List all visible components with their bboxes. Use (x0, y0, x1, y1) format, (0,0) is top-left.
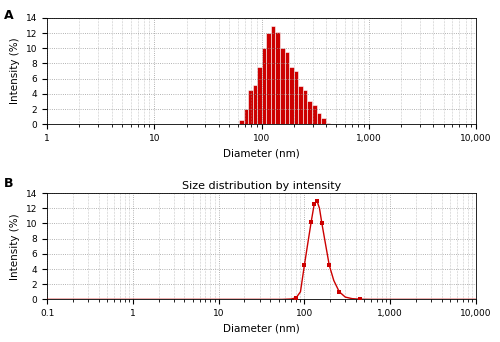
Text: B: B (4, 177, 14, 190)
Bar (326, 123, 330, 124)
Title: Size distribution by intensity: Size distribution by intensity (182, 181, 341, 191)
Bar (321, 118, 326, 124)
Bar (266, 33, 271, 124)
Bar (271, 26, 276, 124)
X-axis label: Diameter (nm): Diameter (nm) (223, 324, 300, 334)
X-axis label: Diameter (nm): Diameter (nm) (223, 148, 300, 158)
Bar (276, 31, 280, 124)
Bar (262, 48, 266, 124)
Bar (280, 48, 284, 124)
Bar (298, 86, 303, 124)
Bar (294, 71, 298, 124)
Y-axis label: Intensity (%): Intensity (%) (10, 213, 20, 279)
Bar (253, 85, 257, 124)
Bar (303, 90, 308, 124)
Bar (284, 52, 289, 124)
Bar (257, 67, 262, 124)
Bar (316, 113, 321, 124)
Text: A: A (4, 10, 14, 23)
Bar (248, 90, 253, 124)
Bar (289, 67, 294, 124)
Y-axis label: Intensity (%): Intensity (%) (10, 38, 20, 104)
Bar (308, 102, 312, 124)
Bar (312, 105, 316, 124)
Bar (244, 109, 248, 124)
Bar (239, 120, 244, 124)
